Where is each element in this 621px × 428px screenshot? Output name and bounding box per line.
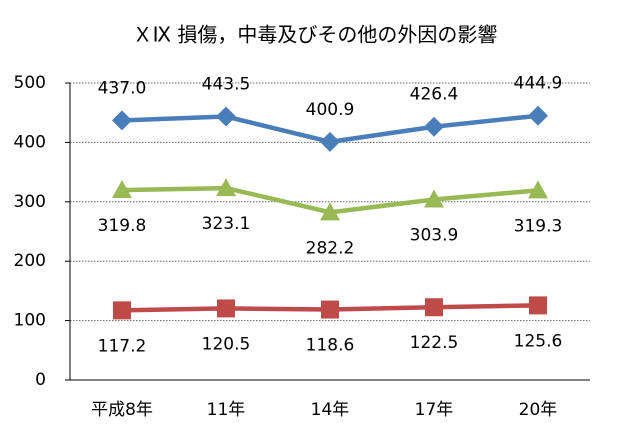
y-tick-label: 300	[14, 192, 46, 212]
x-tick-label: 20年	[519, 400, 558, 420]
data-label: 122.5	[410, 333, 459, 353]
data-label: 303.9	[410, 225, 459, 245]
marker	[529, 296, 547, 315]
data-label: 117.2	[98, 336, 147, 356]
data-label: 125.6	[514, 331, 563, 351]
marker	[321, 300, 339, 319]
y-tick-label: 100	[14, 311, 46, 331]
data-label: 443.5	[202, 75, 251, 95]
y-tick-label: 400	[14, 132, 46, 152]
data-label: 282.2	[306, 238, 355, 258]
marker	[217, 299, 235, 318]
marker	[113, 301, 131, 320]
marker	[425, 298, 443, 317]
data-label: 118.6	[306, 336, 355, 356]
x-tick-label: 平成8年	[91, 400, 153, 420]
chart-title: ＸⅨ 損傷，中毒及びその他の外因の影響	[133, 23, 498, 47]
x-tick-label: 14年	[311, 400, 350, 420]
marker	[424, 189, 444, 208]
data-label: 437.0	[98, 78, 147, 98]
marker	[216, 106, 236, 127]
data-label: 323.1	[202, 214, 251, 234]
data-label: 319.3	[514, 216, 563, 236]
marker	[320, 131, 340, 152]
data-label: 444.9	[514, 74, 563, 94]
marker	[112, 180, 132, 199]
data-label: 426.4	[410, 85, 459, 105]
marker	[528, 105, 548, 126]
data-label: 319.8	[98, 216, 147, 236]
x-tick-label: 11年	[207, 400, 246, 420]
y-tick-label: 200	[14, 251, 46, 271]
data-label: 400.9	[306, 100, 355, 120]
data-label: 120.5	[202, 334, 251, 354]
y-tick-label: 0	[35, 370, 46, 390]
marker	[112, 110, 132, 131]
marker	[424, 116, 444, 137]
marker	[216, 178, 236, 197]
marker	[320, 202, 340, 221]
marker	[528, 180, 548, 199]
x-tick-label: 17年	[415, 400, 454, 420]
y-tick-label: 500	[14, 73, 46, 93]
